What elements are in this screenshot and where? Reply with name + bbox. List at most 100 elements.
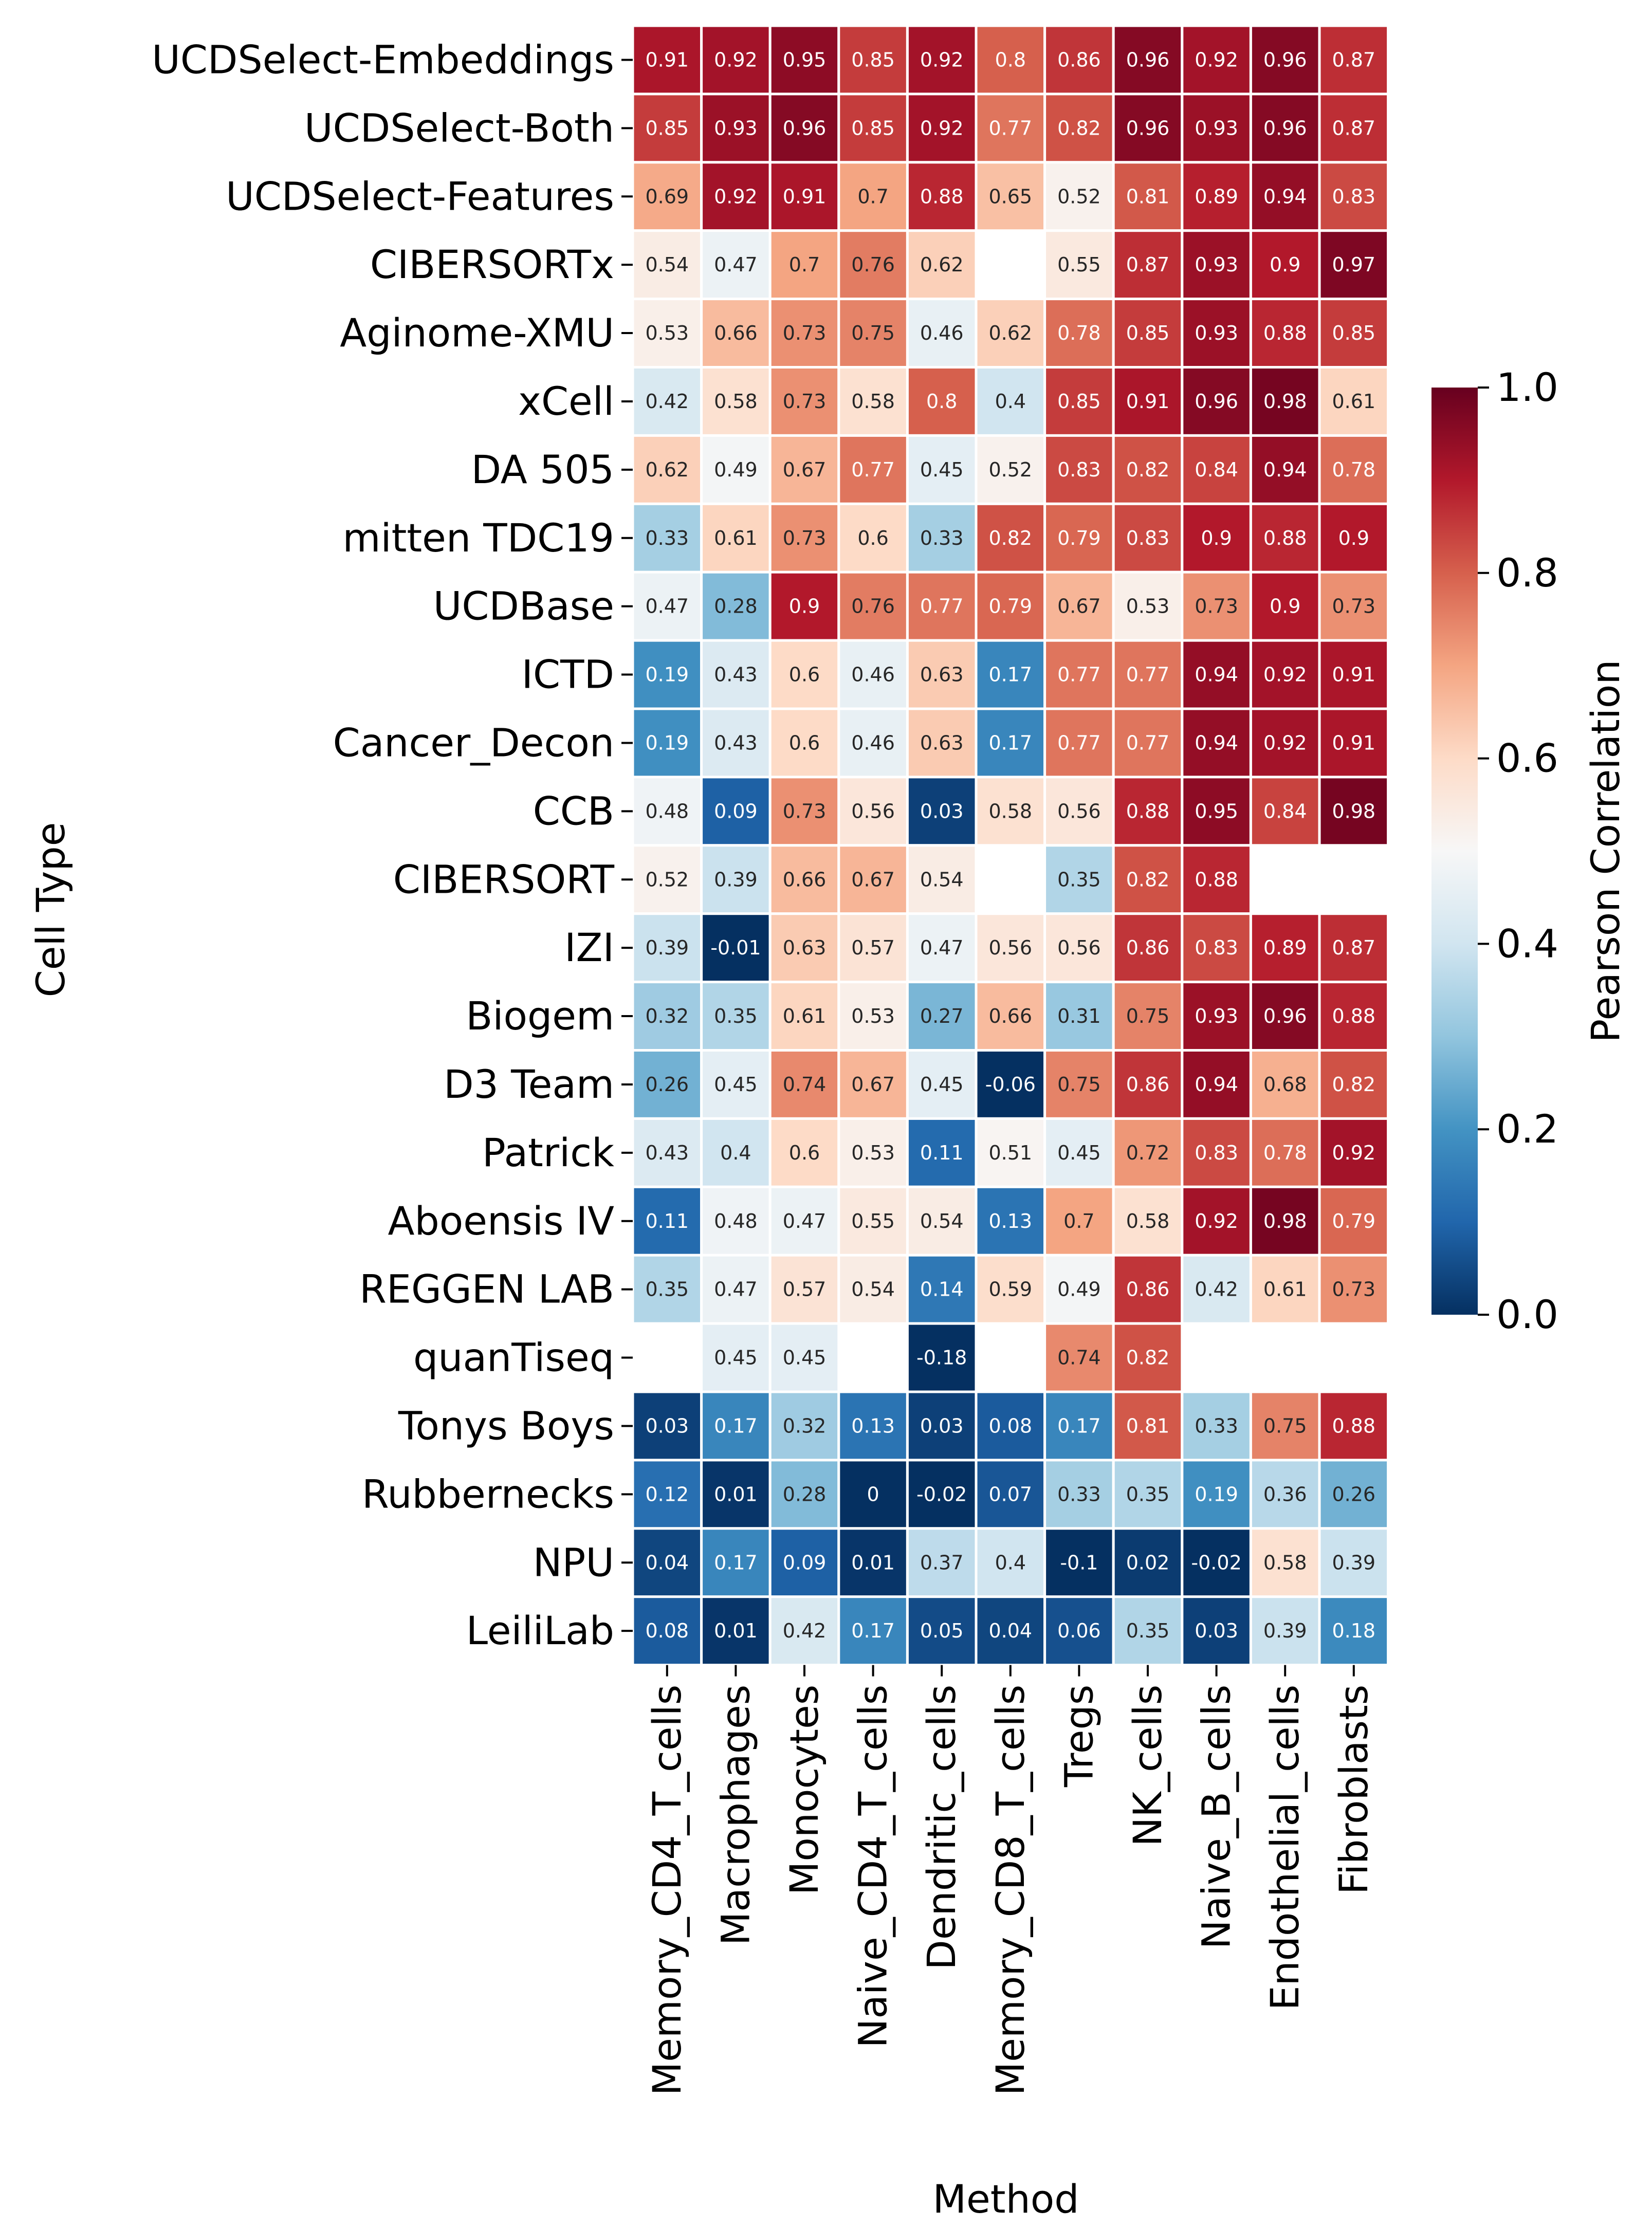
cell-value-label: -0.01 <box>710 936 761 959</box>
y-axis-label: Cell Type <box>28 822 74 998</box>
heatmap-cell <box>1181 93 1252 164</box>
cell-value-label: 0.96 <box>1263 117 1307 139</box>
heatmap-cell <box>975 93 1047 164</box>
cell-value-label: 0.7 <box>789 253 820 276</box>
cell-value-label: 0.18 <box>1332 1619 1375 1642</box>
cell-value-label: 0.61 <box>783 1005 827 1027</box>
heatmap-cell <box>1318 776 1390 847</box>
cell-value-label: 0.86 <box>1126 1073 1170 1096</box>
y-tick-label: Cancer_Decon <box>333 720 614 765</box>
x-tick-label: Naive_B_cells <box>1194 1685 1239 1949</box>
heatmap-cell <box>906 1527 978 1598</box>
y-tick-label: Patrick <box>482 1130 614 1175</box>
cell-value-label: 0.8 <box>995 48 1026 71</box>
cell-value-label: 0.62 <box>645 458 689 481</box>
cell-value-label: 0.68 <box>1263 1073 1307 1096</box>
heatmap-cell <box>906 1049 978 1120</box>
heatmap-cell <box>768 1595 840 1667</box>
cell-value-label: 0.59 <box>988 1278 1032 1301</box>
heatmap-cell <box>631 639 703 710</box>
heatmap-cell <box>1249 1185 1321 1257</box>
heatmap-cell <box>1249 570 1321 642</box>
heatmap-cell <box>768 912 840 984</box>
heatmap-cell <box>631 93 703 164</box>
cell-value-label: 0.88 <box>1263 322 1307 344</box>
cell-value-label: 0.92 <box>1195 48 1238 71</box>
cell-value-label: 0.75 <box>1263 1414 1307 1437</box>
cell-value-label: 0.75 <box>1057 1073 1101 1096</box>
heatmap-cell <box>700 1322 772 1393</box>
cell-value-label: 0.6 <box>857 527 888 549</box>
x-axis-label: Method <box>932 2176 1079 2222</box>
cell-value-label: 0.45 <box>714 1073 758 1096</box>
heatmap-cell <box>1318 1254 1390 1325</box>
cell-value-label: 0.51 <box>988 1142 1032 1164</box>
cell-value-label: 0.85 <box>645 117 689 139</box>
cell-value-label: 0.53 <box>1126 595 1170 618</box>
colorbar-tick-label: 0.6 <box>1496 735 1558 781</box>
cell-value-label: 0.83 <box>1057 458 1101 481</box>
y-tick-label: UCDSelect-Embeddings <box>152 36 614 82</box>
heatmap-cell <box>1112 24 1184 96</box>
x-tick-label: Tregs <box>1056 1685 1102 1788</box>
heatmap-cell <box>1181 1117 1252 1188</box>
cell-value-label: 0.26 <box>645 1073 689 1096</box>
heatmap-cell <box>1043 434 1115 505</box>
cell-value-label: 0.19 <box>645 731 689 754</box>
heatmap-cell <box>1043 1117 1115 1188</box>
heatmap-cell <box>906 93 978 164</box>
cell-value-label: 0.67 <box>1057 595 1101 618</box>
cell-value-label: 0.85 <box>1126 322 1170 344</box>
heatmap-cell <box>1043 776 1115 847</box>
cell-value-label: 0.96 <box>1126 117 1170 139</box>
cell-value-label: 0.11 <box>645 1210 689 1232</box>
heatmap-cell <box>906 639 978 710</box>
cell-value-label: 0.76 <box>851 253 895 276</box>
heatmap-cell <box>631 707 703 779</box>
cell-value-label: 0.45 <box>714 1347 758 1369</box>
cell-value-label: 0.32 <box>645 1005 689 1027</box>
heatmap-cell <box>1318 229 1390 301</box>
cell-value-label: 0.42 <box>783 1619 827 1642</box>
heatmap-cell <box>631 366 703 437</box>
heatmap-cell <box>1043 1595 1115 1667</box>
heatmap-cell <box>975 639 1047 710</box>
cell-value-label: 0.88 <box>1195 868 1238 891</box>
cell-value-label: 0.17 <box>851 1619 895 1642</box>
heatmap-cell <box>768 844 840 915</box>
cell-value-label: 0.74 <box>783 1073 827 1096</box>
cell-value-label: 0.73 <box>783 322 827 344</box>
cell-value-label: 0.83 <box>1195 1142 1238 1164</box>
heatmap-cell <box>1181 1390 1252 1462</box>
heatmap-cells: 0.91 0.92 0.95 0.85 0.92 0.8 0.86 0.96 0.92 0.96 0… <box>631 24 1390 1667</box>
y-tick-label: UCDSelect-Features <box>226 173 614 219</box>
x-tick-label: Memory_CD4_T_cells <box>644 1685 690 2096</box>
x-tick-label: Memory_CD8_T_cells <box>987 1685 1033 2096</box>
heatmap-cell <box>1318 1459 1390 1530</box>
y-tick-labels: UCDSelect-Embeddings UCDSelect-Both UCDSel… <box>152 36 633 1653</box>
heatmap-cell <box>1318 570 1390 642</box>
heatmap-cell <box>1112 93 1184 164</box>
cell-value-label: 0.84 <box>1195 458 1238 481</box>
heatmap-cell <box>1318 912 1390 984</box>
cell-value-label: 0.98 <box>1332 800 1375 822</box>
cell-value-label: 0.26 <box>1332 1483 1375 1505</box>
heatmap-cell <box>975 1390 1047 1462</box>
heatmap-cell <box>975 24 1047 96</box>
heatmap-cell <box>975 776 1047 847</box>
cell-value-label: 0.47 <box>714 253 758 276</box>
y-tick-label: xCell <box>518 378 614 424</box>
heatmap-cell <box>1249 229 1321 301</box>
cell-value-label: 0.91 <box>783 185 827 208</box>
heatmap-cell <box>837 1595 909 1667</box>
heatmap-cell <box>1249 366 1321 437</box>
heatmap-cell <box>768 502 840 574</box>
cell-value-label: 0.92 <box>920 117 964 139</box>
cell-value-label: 0.4 <box>995 390 1026 413</box>
y-tick-label: UCDSelect-Both <box>304 105 614 151</box>
cell-value-label: 0.7 <box>1063 1210 1094 1232</box>
cell-value-label: 0.74 <box>1057 1347 1101 1369</box>
cell-value-label: 0.61 <box>714 527 758 549</box>
colorbar-tick-label: 0.0 <box>1496 1292 1558 1337</box>
heatmap-cell <box>1318 707 1390 779</box>
